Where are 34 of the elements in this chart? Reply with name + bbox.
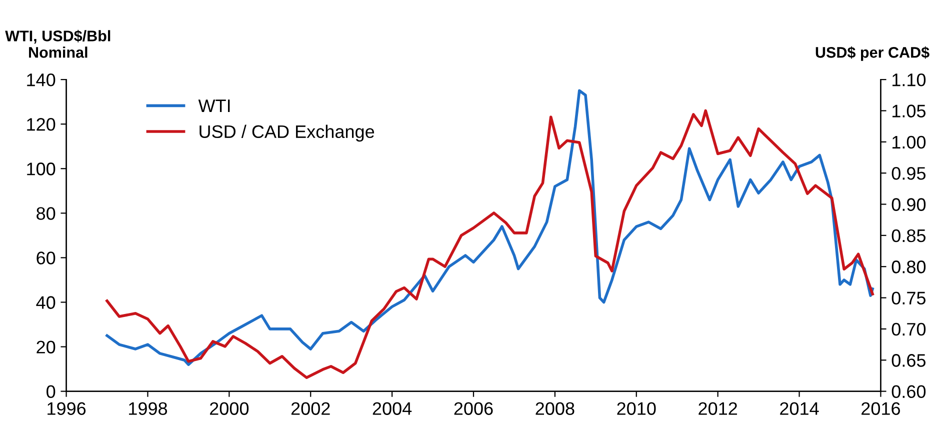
- legend-label: WTI: [198, 100, 230, 112]
- y2-tick-label: 1.00: [892, 136, 926, 149]
- y-axis-title: WTI, USD$/Bbl Nominal: [5, 30, 110, 58]
- x-tick-label: 2010: [617, 402, 656, 415]
- y-tick-label: 20: [36, 340, 56, 354]
- y-tick-label: 80: [36, 207, 56, 220]
- y2-tick-label: 0.70: [892, 322, 926, 336]
- y-tick-label: 60: [36, 252, 56, 264]
- y-tick-label: 120: [27, 118, 56, 131]
- y2-tick-label: 0.85: [892, 229, 926, 242]
- y-tick-label: 100: [27, 162, 56, 176]
- y2-tick-label: 0.60: [892, 385, 926, 398]
- y2-tick-label: 0.80: [892, 260, 926, 274]
- y2-tick-label: 1.10: [892, 73, 926, 86]
- x-tick-label: 2006: [454, 402, 493, 415]
- x-tick-label: 2002: [291, 402, 330, 415]
- y2-tick-label: 0.65: [892, 354, 926, 367]
- y2-tick-label: 0.90: [892, 198, 926, 211]
- y-tick-label: 0: [46, 385, 56, 398]
- y2-tick-label: 0.95: [892, 167, 926, 180]
- y-tick-label: 140: [27, 73, 56, 86]
- x-tick-label: 2004: [372, 402, 412, 415]
- x-tick-label: 2014: [780, 402, 819, 415]
- x-tick-label: 2016: [862, 402, 900, 415]
- x-tick-label: 1996: [48, 402, 86, 415]
- y2-tick-label: 0.75: [892, 292, 926, 304]
- y-tick-label: 40: [36, 296, 56, 309]
- y2-tick-label: 1.05: [892, 104, 926, 118]
- x-tick-label: 2008: [536, 402, 574, 415]
- x-tick-label: 2012: [698, 402, 738, 415]
- y2-axis-title: USD$ per CAD$: [816, 46, 930, 61]
- x-tick-label: 1998: [129, 402, 168, 415]
- x-tick-label: 2000: [210, 402, 249, 415]
- legend-label: USD / CAD Exchange: [200, 124, 374, 142]
